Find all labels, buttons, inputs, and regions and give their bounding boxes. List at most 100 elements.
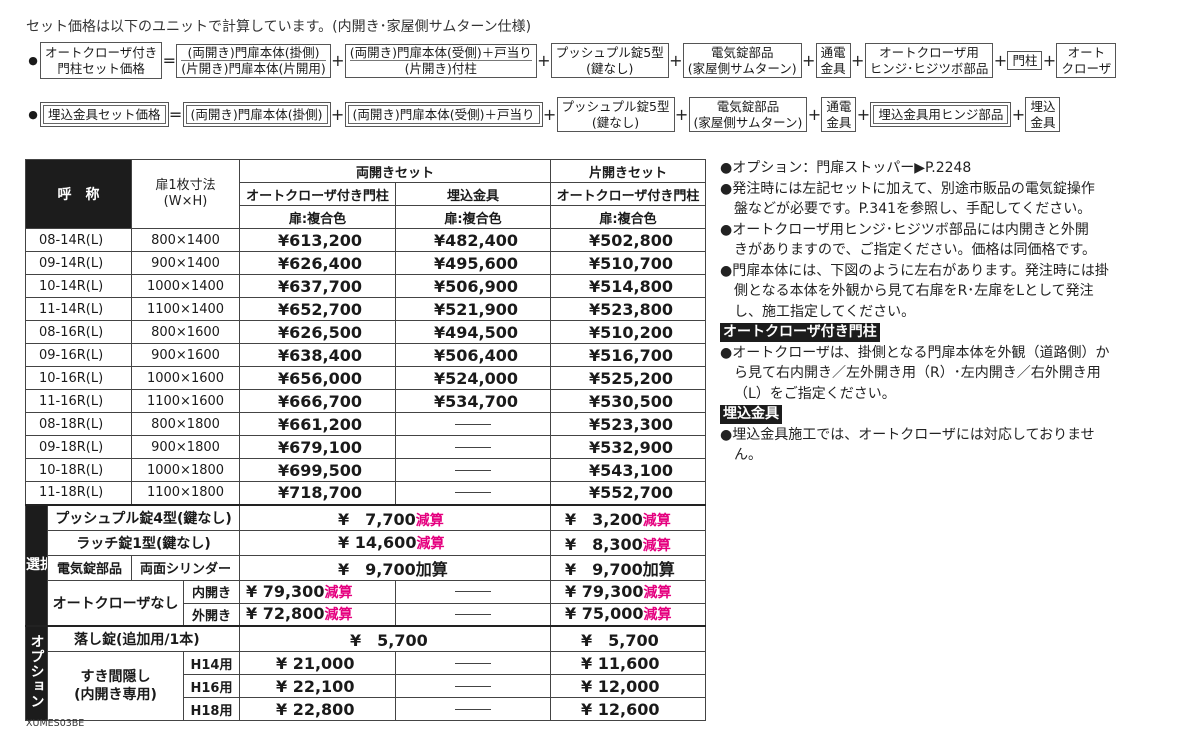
table-row: 09-14R(L) 900×1400 ¥626,400 ¥495,600 ¥510,70… (25, 251, 707, 275)
empty-dash (394, 602, 552, 627)
label-line: クローザ (1061, 60, 1112, 76)
note-line: ●オプション：門扉ストッパー▶P.2248 (720, 160, 972, 176)
push-pull-single: ¥ 3,200減算 (550, 503, 707, 531)
header-color: 扉:複合色 (394, 205, 552, 229)
electric-lock-box: 電気錠部品 (家屋側サムターン) (688, 97, 808, 133)
table-row: 11-14R(L) 1100×1400 ¥652,700 ¥521,900 ¥523,8… (25, 297, 707, 321)
row-embed-price: ¥534,700 (394, 389, 552, 413)
empty-dash (455, 469, 491, 471)
table-row: 09-16R(L) 900×1600 ¥638,400 ¥506,400 ¥516,70… (25, 343, 707, 367)
label-line: 門柱セット価格 (57, 60, 145, 76)
bullet: ● (28, 54, 38, 68)
no-auto-out-single: ¥ 75,000減算 (550, 602, 707, 627)
row-single-price: ¥525,200 (550, 366, 707, 390)
row-size: 1100×1400 (131, 297, 240, 321)
row-size: 1100×1600 (131, 389, 240, 413)
latch-double: ¥ 14,600減算 (238, 529, 552, 556)
gap-height-label: H16用 (183, 674, 240, 698)
table-row: 08-18R(L) 800×1800 ¥661,200 ¥523,300 (25, 412, 707, 436)
label-line: プッシュプル錠5型 (561, 99, 670, 114)
label-line: (片開き)門扉本体(片開用) (181, 60, 326, 77)
no-auto-in-single: ¥ 79,300減算 (550, 579, 707, 604)
row-auto-price: ¥626,400 (239, 251, 396, 275)
row-size: 800×1600 (131, 320, 240, 344)
subtract-tag: 減算 (643, 607, 672, 624)
gap-height-label: H18用 (183, 697, 240, 721)
row-auto-price: ¥638,400 (239, 343, 396, 367)
label-line: (W×H) (163, 194, 208, 209)
row-embed-price: ¥506,900 (394, 274, 552, 298)
subtract-tag: 減算 (415, 512, 444, 529)
table-row: 08-16R(L) 800×1600 ¥626,500 ¥494,500 ¥510,20… (25, 320, 707, 344)
price-value: ¥ 14,600 (338, 532, 417, 552)
latch-label: ラッチ錠1型(鍵なし) (47, 529, 240, 556)
row-embed-price: ¥506,400 (394, 343, 552, 367)
row-embed-price: ¥494,500 (394, 320, 552, 344)
electric-lock-double: ¥ 9,700加算 (238, 554, 552, 581)
gap-single: ¥ 11,600 (550, 651, 707, 675)
row-single-price: ¥543,100 (550, 458, 707, 482)
receiver-body-box: (両開き)門扉本体(受側)＋戸当り (344, 101, 543, 128)
label-line: 金具 (820, 60, 846, 76)
header-double-set: 両開きセット (238, 159, 552, 183)
option-side-label: オプション (25, 625, 48, 721)
plus-sign: + (669, 51, 683, 71)
plus-sign: + (801, 51, 816, 71)
note-line: ●オートクローザは、掛側となる門扉本体を外観（道路側）か (720, 344, 1110, 361)
row-auto-price: ¥666,700 (239, 389, 396, 413)
gap-single: ¥ 12,000 (550, 674, 707, 698)
price-value: ¥ 9,700加算 (565, 559, 675, 579)
plus-sign: + (330, 105, 345, 125)
label-line: (家屋側サムターン) (687, 60, 797, 76)
row-auto-price: ¥699,500 (239, 458, 396, 482)
drop-lock-double: ¥ 5,700 (238, 625, 552, 652)
label-line: 通電 (820, 45, 846, 60)
electric-lock-box: 電気錠部品 (家屋側サムターン) (682, 43, 802, 79)
label-line: (鍵なし) (591, 114, 640, 130)
empty-dash (394, 674, 552, 698)
gap-double: ¥ 22,800 (239, 697, 396, 721)
table-row: 09-18R(L) 900×1800 ¥679,100 ¥532,900 (25, 435, 707, 459)
section-heading-auto-closer: オートクローザ付き門柱 (720, 323, 880, 342)
row-code: 10-18R(L) (25, 458, 132, 482)
subtract-tag: 減算 (324, 584, 353, 601)
latch-single: ¥ 8,300減算 (550, 529, 707, 556)
row-code: 11-16R(L) (25, 389, 132, 413)
note-line: きがありますので、ご指定ください。価格は同価格です。 (734, 242, 1097, 258)
label-line: オートクローザ用 (879, 45, 979, 60)
section-heading-embedded: 埋込金具 (720, 405, 782, 424)
note-line: ●発注時には左記セットに加えて、別途市販品の電気錠操作 (720, 180, 1095, 197)
row-single-price: ¥532,900 (550, 435, 707, 459)
note-line: （L）をご指定ください。 (734, 385, 896, 402)
no-auto-out-double: ¥ 72,800減算 (239, 602, 396, 627)
electric-lock-sub: 両面シリンダー (131, 554, 240, 581)
table-row: 10-16R(L) 1000×1600 ¥656,000 ¥524,000 ¥525,2… (25, 366, 707, 390)
label-line: (両開き)門扉本体(掛側) (185, 104, 328, 125)
row-code: 10-14R(L) (25, 274, 132, 298)
header-name: 呼 称 (25, 159, 132, 229)
row-auto-price: ¥661,200 (239, 412, 396, 436)
formula-embedded: ● 埋込金具セット価格 = (両開き)門扉本体(掛側) + (両開き)門扉本体(… (26, 97, 1061, 133)
price-value: ¥ 5,700 (581, 631, 659, 650)
plus-sign: + (1042, 51, 1057, 71)
price-table: 呼 称 扉1枚寸法 (W×H) 両開きセット 片開きセット オートクローザ付き門… (25, 159, 707, 721)
row-size: 1000×1800 (131, 458, 240, 482)
electric-lock-label: 電気錠部品 (47, 554, 132, 581)
row-embed-price: ¥495,600 (394, 251, 552, 275)
table-row: 08-14R(L) 800×1400 ¥613,200 ¥482,400 ¥502,80… (25, 228, 707, 252)
label-line: 埋込金具セット価格 (43, 104, 166, 125)
label-line: 埋込金具用ヒンジ部品 (873, 104, 1009, 125)
no-auto-in-double: ¥ 79,300減算 (239, 579, 396, 604)
row-embed-price: ¥524,000 (394, 366, 552, 390)
row-size: 800×1800 (131, 412, 240, 436)
label-line: ヒンジ･ヒジツボ部品 (869, 60, 989, 76)
price-value: ¥ 8,300 (565, 534, 643, 554)
row-single-price: ¥514,800 (550, 274, 707, 298)
gap-single: ¥ 12,600 (550, 697, 707, 721)
table-row: 10-18R(L) 1000×1800 ¥699,500 ¥543,100 (25, 458, 707, 482)
subtract-tag: 減算 (416, 535, 445, 552)
outward-label: 外開き (183, 602, 240, 627)
empty-dash (455, 446, 491, 448)
row-auto-price: ¥679,100 (239, 435, 396, 459)
plus-sign: + (542, 105, 557, 125)
